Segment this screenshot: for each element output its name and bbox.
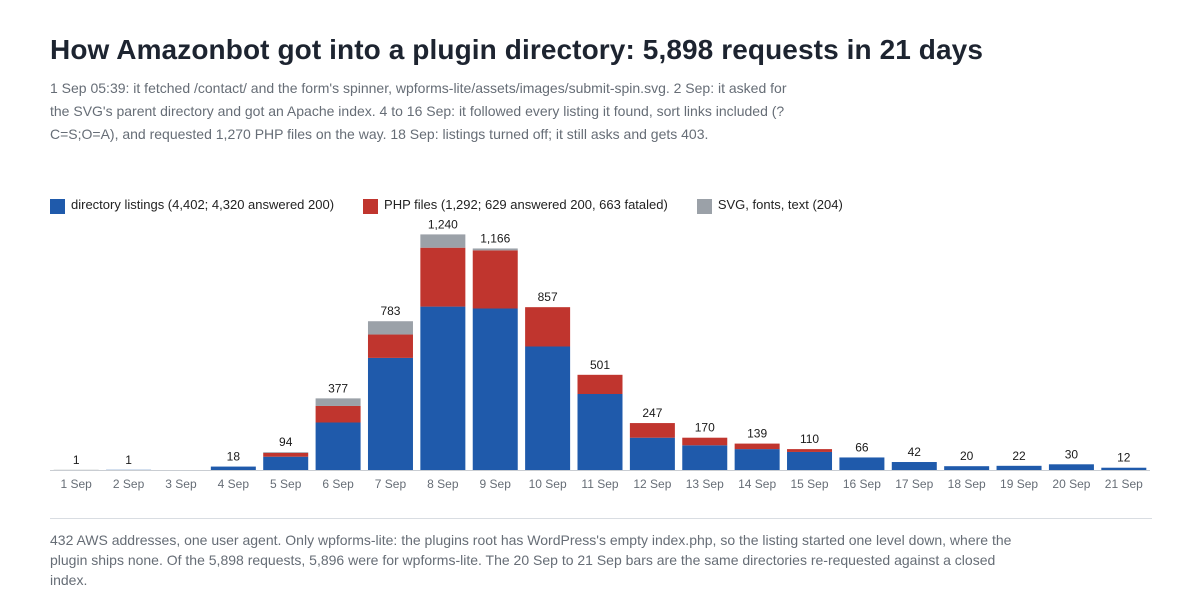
x-tick-label-13-sep: 13 Sep xyxy=(686,477,724,491)
bar-segment-php-files-14-sep xyxy=(734,443,780,450)
bar-segment-svg-fonts-text-9-sep xyxy=(472,248,518,251)
x-tick-label-16-sep: 16 Sep xyxy=(843,477,881,491)
bar-total-label-16-sep: 66 xyxy=(855,440,869,454)
bar-total-label-12-sep: 247 xyxy=(642,406,662,420)
x-tick-label-20-sep: 20 Sep xyxy=(1052,477,1090,491)
x-tick-label-15-sep: 15 Sep xyxy=(791,477,829,491)
x-tick-label-19-sep: 19 Sep xyxy=(1000,477,1038,491)
bar-total-label-9-sep: 1,166 xyxy=(480,231,510,245)
legend-swatch-directory-listings xyxy=(50,198,65,214)
x-tick-label-10-sep: 10 Sep xyxy=(529,477,567,491)
bar-segment-directory-listings-18-sep xyxy=(944,466,990,470)
bar-segment-php-files-13-sep xyxy=(682,437,728,446)
bar-total-label-10-sep: 857 xyxy=(538,290,558,304)
x-tick-label-14-sep: 14 Sep xyxy=(738,477,776,491)
chart-footnote: 432 AWS addresses, one user agent. Only … xyxy=(50,532,1012,588)
x-tick-label-21-sep: 21 Sep xyxy=(1105,477,1143,491)
bar-segment-php-files-10-sep xyxy=(525,307,571,347)
chart-subtitle: 1 Sep 05:39: it fetched /contact/ and th… xyxy=(50,80,787,142)
bar-segment-svg-fonts-text-6-sep xyxy=(315,398,361,406)
bar-total-label-1-sep: 1 xyxy=(73,453,80,467)
bar-segment-directory-listings-11-sep xyxy=(577,394,623,470)
x-tick-label-1-sep: 1 Sep xyxy=(61,477,93,491)
bar-total-label-6-sep: 377 xyxy=(328,381,348,395)
legend-label-php-files: PHP files (1,292; 629 answered 200, 663 … xyxy=(384,196,668,212)
bar-total-label-5-sep: 94 xyxy=(279,435,293,449)
bar-total-label-18-sep: 20 xyxy=(960,449,974,463)
bar-total-label-8-sep: 1,240 xyxy=(428,220,458,231)
x-tick-label-6-sep: 6 Sep xyxy=(322,477,354,491)
x-tick-label-2-sep: 2 Sep xyxy=(113,477,145,491)
bar-segment-directory-listings-8-sep xyxy=(420,306,466,470)
legend-item-svg-fonts-text: SVG, fonts, text (204) xyxy=(696,195,843,214)
bar-segment-directory-listings-19-sep xyxy=(996,465,1042,470)
x-tick-label-5-sep: 5 Sep xyxy=(270,477,302,491)
x-tick-label-7-sep: 7 Sep xyxy=(375,477,407,491)
bar-segment-directory-listings-15-sep xyxy=(787,451,833,470)
bar-segment-directory-listings-13-sep xyxy=(682,445,728,470)
bar-segment-svg-fonts-text-7-sep xyxy=(367,321,413,335)
bar-segment-directory-listings-14-sep xyxy=(734,449,780,470)
bar-segment-php-files-15-sep xyxy=(787,449,833,452)
footer-divider xyxy=(50,518,1152,519)
bar-total-label-19-sep: 22 xyxy=(1012,449,1026,463)
bar-segment-php-files-11-sep xyxy=(577,374,623,394)
bar-segment-php-files-6-sep xyxy=(315,405,361,423)
bar-segment-svg-fonts-text-5-sep xyxy=(263,452,309,453)
bar-segment-php-files-12-sep xyxy=(629,423,675,438)
bar-total-label-21-sep: 12 xyxy=(1117,451,1131,465)
x-tick-label-12-sep: 12 Sep xyxy=(633,477,671,491)
legend-item-php-files: PHP files (1,292; 629 answered 200, 663 … xyxy=(363,195,668,214)
bar-total-label-15-sep: 110 xyxy=(800,432,819,446)
bar-segment-directory-listings-7-sep xyxy=(367,357,413,470)
bar-segment-directory-listings-17-sep xyxy=(891,462,937,470)
bar-total-label-13-sep: 170 xyxy=(695,421,715,435)
bar-total-label-14-sep: 139 xyxy=(747,427,767,441)
bar-segment-svg-fonts-text-8-sep xyxy=(420,234,466,248)
x-tick-label-17-sep: 17 Sep xyxy=(895,477,933,491)
bar-segment-directory-listings-6-sep xyxy=(315,422,361,470)
x-tick-label-9-sep: 9 Sep xyxy=(480,477,512,491)
bar-segment-php-files-8-sep xyxy=(420,247,466,307)
bar-segment-directory-listings-5-sep xyxy=(263,456,309,470)
legend-swatch-php-files xyxy=(363,198,379,214)
bar-segment-directory-listings-21-sep xyxy=(1101,467,1147,470)
x-tick-label-3-sep: 3 Sep xyxy=(165,477,197,491)
bar-segment-directory-listings-12-sep xyxy=(629,437,675,470)
x-tick-label-18-sep: 18 Sep xyxy=(948,477,986,491)
bar-segment-directory-listings-10-sep xyxy=(525,346,571,470)
chart-legend: directory listings (4,402; 4,320 answere… xyxy=(50,195,872,214)
x-tick-label-4-sep: 4 Sep xyxy=(218,477,250,491)
bar-total-label-11-sep: 501 xyxy=(590,358,610,372)
bar-segment-php-files-5-sep xyxy=(263,452,309,457)
bar-total-label-20-sep: 30 xyxy=(1065,447,1079,461)
bar-total-label-17-sep: 42 xyxy=(908,445,922,459)
chart-title: How Amazonbot got into a plugin director… xyxy=(50,34,984,65)
x-tick-label-11-sep: 11 Sep xyxy=(581,477,618,491)
bar-total-label-4-sep: 18 xyxy=(227,450,241,464)
legend-label-svg-fonts-text: SVG, fonts, text (204) xyxy=(717,196,843,212)
bar-segment-directory-listings-9-sep xyxy=(472,308,518,470)
bar-segment-directory-listings-20-sep xyxy=(1048,464,1094,470)
legend-label-directory-listings: directory listings (4,402; 4,320 answere… xyxy=(71,196,335,212)
x-tick-label-8-sep: 8 Sep xyxy=(427,477,459,491)
bar-total-label-2-sep: 1 xyxy=(125,453,132,467)
legend-item-directory-listings: directory listings (4,402; 4,320 answere… xyxy=(50,195,334,214)
bar-segment-php-files-9-sep xyxy=(472,250,518,309)
bar-segment-php-files-7-sep xyxy=(367,334,413,358)
bar-total-label-7-sep: 783 xyxy=(380,304,400,318)
bar-segment-directory-listings-16-sep xyxy=(839,457,885,470)
bar-segment-directory-listings-4-sep xyxy=(210,466,256,470)
legend-swatch-svg-fonts-text xyxy=(696,198,712,214)
